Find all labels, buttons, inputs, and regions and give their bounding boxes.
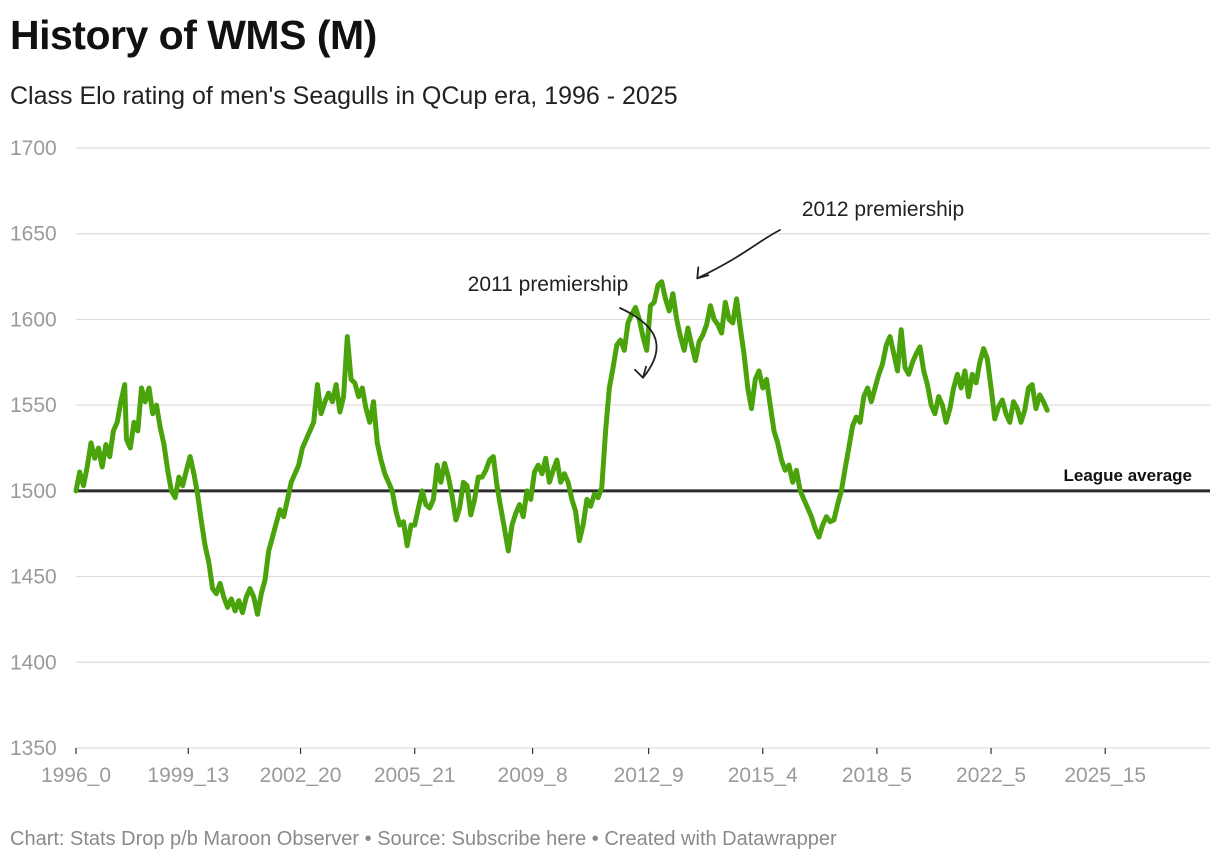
- y-tick-label: 1400: [10, 651, 57, 674]
- footer-source-link[interactable]: Source: Subscribe here: [377, 828, 587, 850]
- x-axis-ticks: 1996_0 1999_13 2002_20 2005_21 2009_8 2012_9 2…: [41, 748, 1146, 787]
- x-tick-label: 2005_21: [374, 764, 456, 787]
- footer-separator-2: •: [591, 828, 599, 850]
- series-layer: [73, 279, 1050, 617]
- x-tick-label: 2018_5: [842, 764, 912, 787]
- footer-separator: •: [364, 828, 372, 850]
- y-tick-label: 1600: [10, 308, 57, 331]
- chart-title: History of WMS (M): [10, 12, 377, 58]
- footer-chart-credit: Chart: Stats Drop p/b Maroon Observer: [10, 828, 360, 850]
- league-average-reference: League average: [76, 466, 1210, 493]
- footer-datawrapper-credit: Created with Datawrapper: [604, 828, 837, 850]
- x-tick-label: 2022_5: [956, 764, 1026, 787]
- y-tick-label: 1550: [10, 394, 57, 417]
- x-tick-label: 1999_13: [147, 764, 229, 787]
- gridlines: [76, 147, 1210, 749]
- y-axis-ticks: 1350 1400 1450 1500 1550 1600 1650 1700: [10, 137, 57, 760]
- annotation-arrowhead-2011: [634, 365, 647, 379]
- x-tick-label: 2012_9: [614, 764, 684, 787]
- annotations: 2011 premiership 2012 premiership: [468, 198, 964, 379]
- x-tick-label: 2015_4: [728, 764, 798, 787]
- x-tick-label: 1996_0: [41, 764, 111, 787]
- x-tick-label: 2025_15: [1064, 764, 1146, 787]
- annotation-arrow-2011: [619, 307, 658, 379]
- x-tick-label: 2009_8: [498, 764, 568, 787]
- series-line-wms-elo: [73, 279, 1050, 617]
- annotation-arrowhead-2012: [696, 266, 710, 280]
- y-tick-label: 1450: [10, 566, 57, 589]
- y-tick-label: 1500: [10, 480, 57, 503]
- chart-subtitle: Class Elo rating of men's Seagulls in QC…: [10, 82, 678, 110]
- x-tick-label: 2002_20: [260, 764, 342, 787]
- annotation-2011-premiership: 2011 premiership: [468, 273, 629, 296]
- league-average-label: League average: [1063, 466, 1192, 485]
- annotation-2012-premiership: 2012 premiership: [802, 198, 964, 221]
- y-tick-label: 1650: [10, 223, 57, 246]
- y-tick-label: 1350: [10, 737, 57, 760]
- chart-footer: Chart: Stats Drop p/b Maroon Observer • …: [10, 828, 837, 851]
- annotation-arrow-2012: [696, 229, 781, 280]
- y-tick-label: 1700: [10, 137, 57, 160]
